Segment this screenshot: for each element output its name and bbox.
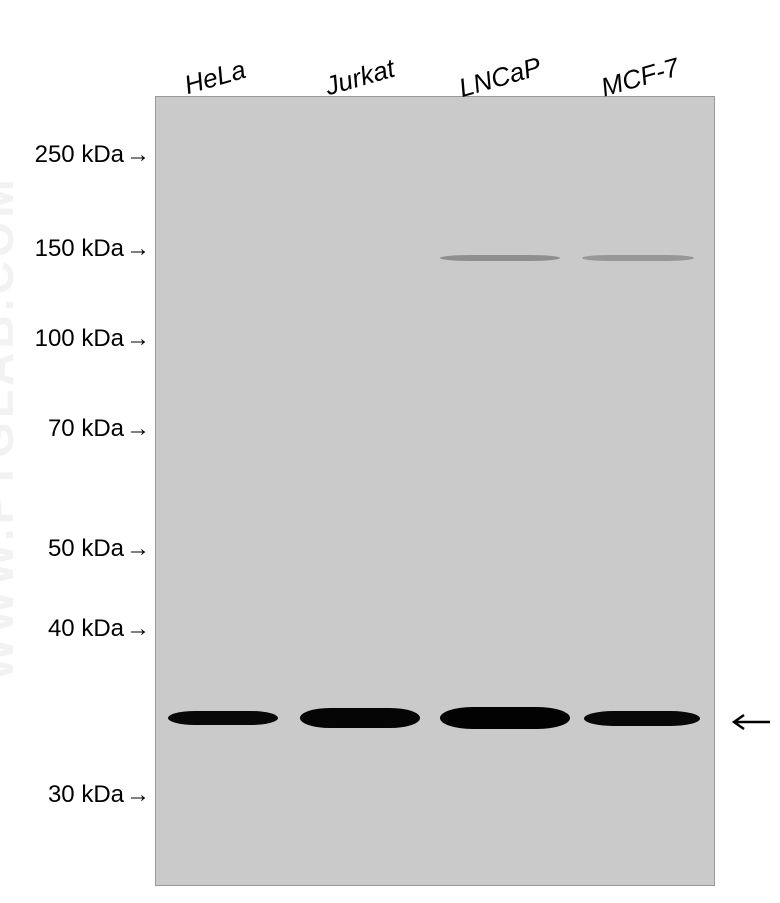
band-0 [168,711,278,725]
band-1 [300,708,420,728]
mw-arrow-6: → [126,781,150,809]
target-arrow-icon [726,712,770,737]
band-2 [440,707,570,729]
mw-arrow-3: → [126,415,150,443]
band-3 [584,711,700,726]
mw-arrow-5: → [126,615,150,643]
mw-label-1: 150 kDa [35,235,124,263]
faint-band-2 [440,255,560,261]
blot-membrane [155,96,715,886]
mw-arrow-0: → [126,141,150,169]
mw-arrow-4: → [126,535,150,563]
faint-band-3 [582,255,694,261]
mw-label-6: 30 kDa [48,781,124,809]
watermark-text: WWW.PTGLAB.COM [0,175,24,681]
mw-label-4: 50 kDa [48,535,124,563]
mw-label-2: 100 kDa [35,325,124,353]
mw-label-3: 70 kDa [48,415,124,443]
mw-label-5: 40 kDa [48,615,124,643]
mw-arrow-1: → [126,235,150,263]
mw-label-0: 250 kDa [35,141,124,169]
figure-container: WWW.PTGLAB.COM HeLa Jurkat LNCaP MCF-7 2… [0,0,780,903]
mw-arrow-2: → [126,325,150,353]
